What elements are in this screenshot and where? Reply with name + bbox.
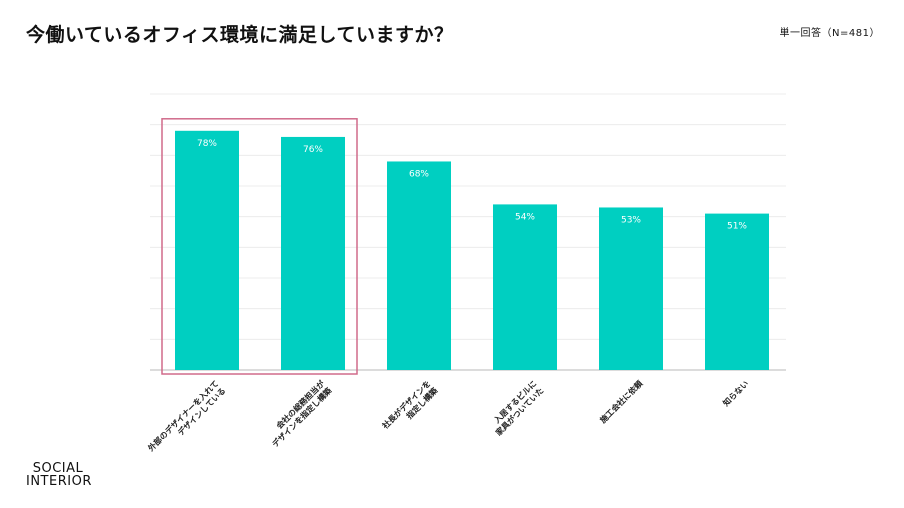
value-label: 78% (197, 139, 217, 149)
category-label: 社長がデザインを指定し構築 (379, 378, 440, 439)
category-label: 入居するビルに家具がついていた (486, 378, 545, 437)
bar (281, 136, 345, 370)
value-label: 53% (621, 215, 641, 225)
bar (599, 207, 663, 370)
logo-line-1: SOCIAL (32, 461, 84, 476)
bar (493, 204, 557, 370)
sample-note: 単一回答（N=481） (779, 28, 880, 39)
logo-line-2: INTERIOR (26, 474, 92, 489)
value-label: 68% (409, 169, 429, 179)
value-label: 54% (515, 212, 535, 222)
category-label: 知らない (721, 378, 751, 408)
category-label: 会社の総務担当がデザインを指定し構築 (263, 378, 334, 449)
bar (387, 161, 451, 370)
category-label: 外部のデザイナーを入れてデザインしている (146, 378, 228, 460)
value-label: 76% (303, 145, 323, 155)
brand-logo: SOCIAL INTERIOR (26, 461, 92, 489)
value-label: 51% (727, 222, 747, 232)
bar (705, 213, 769, 370)
chart-title: 今働いているオフィス環境に満足していますか？ (26, 24, 454, 46)
bar (175, 130, 239, 370)
highlight-box (161, 118, 358, 375)
category-label: 施工会社に依頼 (598, 378, 645, 425)
